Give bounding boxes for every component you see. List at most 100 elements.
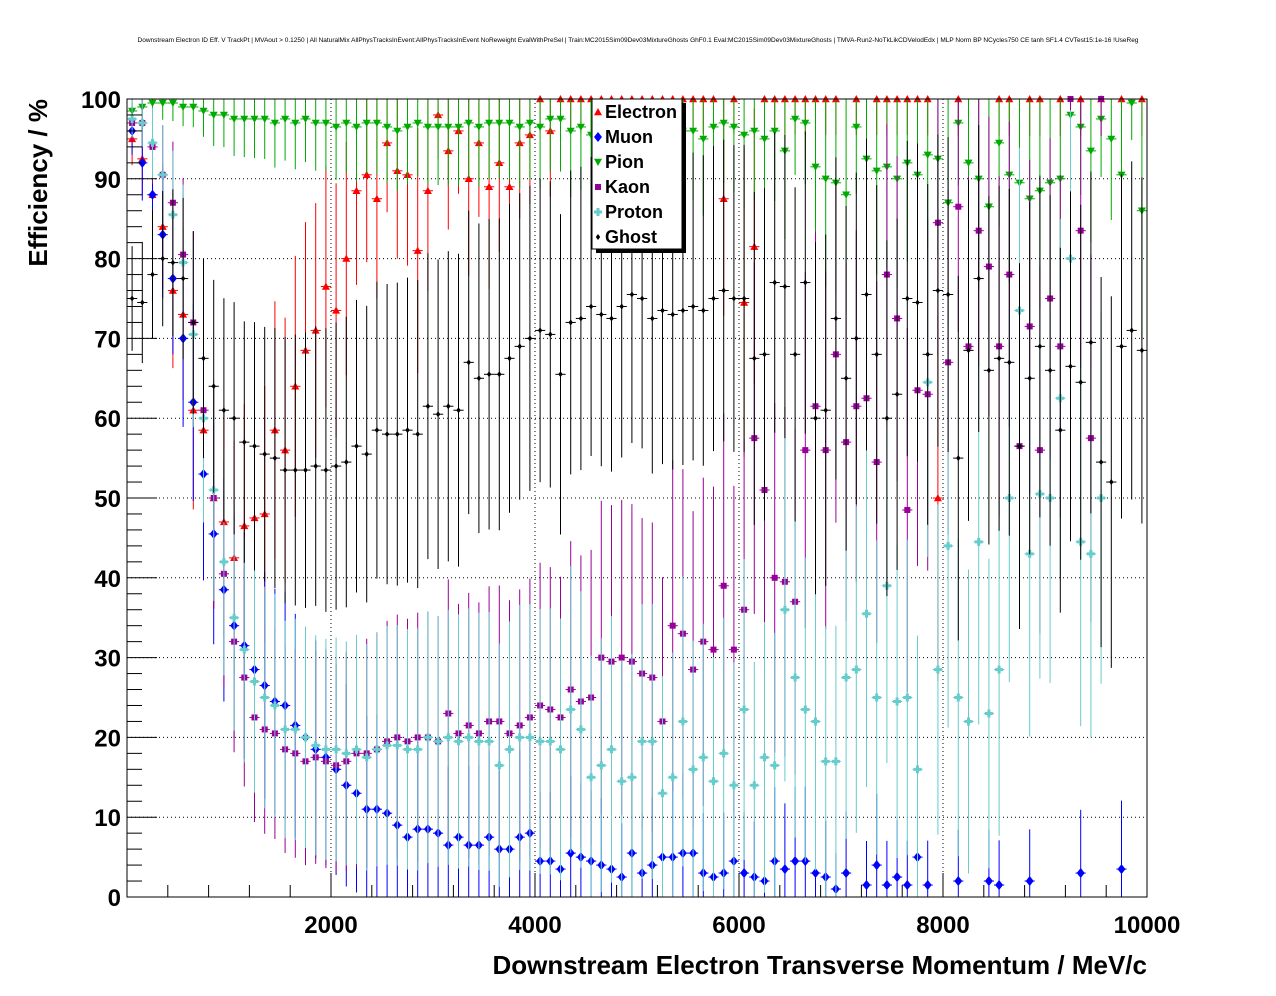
data-point — [729, 123, 738, 131]
data-point — [872, 693, 881, 702]
data-point — [485, 182, 494, 190]
data-point — [1098, 459, 1104, 466]
data-point — [485, 119, 494, 127]
data-point — [413, 745, 422, 754]
data-point — [180, 275, 186, 282]
data-point — [332, 123, 341, 131]
data-point — [201, 355, 206, 362]
data-point — [864, 291, 869, 298]
data-point — [362, 119, 371, 127]
data-point — [711, 295, 716, 302]
data-point — [303, 467, 308, 474]
data-point — [955, 203, 962, 210]
data-point — [690, 303, 696, 310]
data-point — [537, 327, 543, 334]
data-point — [719, 749, 728, 758]
data-point — [627, 773, 636, 782]
data-point — [444, 733, 453, 742]
data-point — [323, 467, 329, 474]
data-point — [301, 733, 310, 742]
data-point — [599, 311, 604, 318]
legend-marker — [594, 108, 602, 116]
data-point — [395, 431, 400, 438]
data-point — [658, 789, 667, 798]
data-point — [158, 170, 167, 179]
data-point — [505, 182, 514, 190]
data-point — [240, 645, 249, 654]
data-point — [648, 737, 657, 746]
data-point — [801, 705, 810, 714]
y-tick-label: 20 — [94, 725, 121, 752]
data-point — [996, 355, 1002, 362]
data-point — [1129, 327, 1134, 334]
legend-label: Pion — [605, 152, 644, 172]
data-point — [699, 753, 708, 762]
data-point — [413, 119, 422, 127]
data-point — [976, 275, 981, 282]
data-point — [272, 455, 278, 462]
data-point — [434, 123, 443, 131]
data-point — [148, 138, 157, 147]
data-point — [517, 343, 522, 350]
data-point — [260, 115, 269, 123]
data-point — [128, 114, 137, 123]
data-point — [250, 677, 259, 686]
legend-entry-electron: Electron — [594, 102, 677, 122]
data-point — [833, 315, 839, 322]
data-point — [609, 315, 614, 322]
data-point — [780, 605, 789, 614]
data-point — [252, 443, 257, 450]
legend-label: Ghost — [605, 227, 657, 247]
y-tick-label: 90 — [94, 167, 121, 194]
data-point — [129, 295, 135, 302]
data-point — [556, 115, 565, 123]
data-point — [578, 315, 584, 322]
data-point — [801, 119, 810, 127]
data-point — [956, 455, 961, 462]
legend-label: Kaon — [605, 177, 650, 197]
data-point — [497, 371, 502, 378]
data-point — [403, 745, 412, 754]
data-point — [281, 115, 290, 123]
x-axis-label: Downstream Electron Transverse Momentum … — [492, 950, 1147, 980]
data-point — [423, 186, 432, 194]
data-point — [1117, 864, 1126, 875]
data-point — [729, 781, 738, 790]
data-point — [842, 191, 851, 199]
data-point — [791, 673, 800, 682]
data-point — [515, 123, 524, 131]
data-point — [191, 319, 196, 326]
data-point — [903, 880, 912, 891]
data-point — [629, 291, 635, 298]
y-tick-label: 50 — [94, 486, 121, 513]
data-point — [720, 582, 727, 589]
data-point — [281, 725, 290, 734]
data-point — [495, 119, 504, 127]
data-point — [915, 299, 920, 306]
data-point — [872, 860, 881, 871]
legend-marker — [594, 132, 602, 142]
data-point — [923, 151, 932, 159]
legend-entry-kaon: Kaon — [595, 177, 650, 197]
data-point — [321, 745, 330, 754]
data-point — [242, 439, 247, 446]
data-point — [813, 415, 818, 422]
data-point — [1047, 367, 1053, 374]
data-point — [474, 123, 483, 131]
data-point — [1086, 549, 1095, 558]
data-point — [444, 123, 453, 131]
data-point — [731, 295, 737, 302]
data-point — [231, 415, 237, 422]
data-point — [831, 757, 840, 766]
chart-title: Downstream Electron ID Eff. V TrackPt | … — [138, 37, 1139, 44]
data-point — [321, 119, 330, 127]
data-point — [393, 741, 402, 750]
data-point — [536, 123, 545, 131]
data-point — [507, 355, 512, 362]
data-point — [138, 118, 147, 127]
data-point — [964, 159, 973, 167]
data-point — [464, 119, 473, 127]
y-tick-label: 60 — [94, 406, 121, 433]
data-point — [332, 306, 341, 314]
data-point — [446, 403, 451, 410]
